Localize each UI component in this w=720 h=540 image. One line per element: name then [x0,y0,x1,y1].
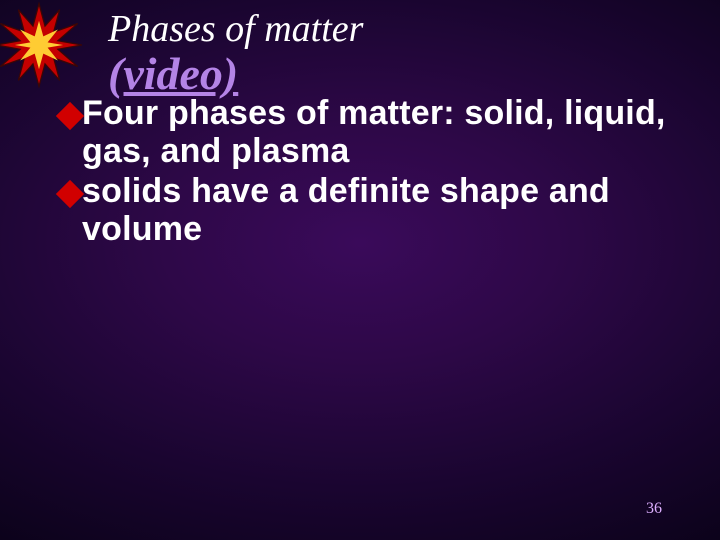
bullet-item: solids have a definite shape and volume [60,172,670,248]
title-block: Phases of matter (video) [18,10,700,98]
video-link[interactable]: (video) [108,48,238,99]
bullet-item: Four phases of matter: solid, liquid, ga… [60,94,670,170]
bullet-text: Four phases of matter: solid, liquid, ga… [82,94,670,170]
slide: Phases of matter (video) Four phases of … [0,0,720,540]
bullet-text: solids have a definite shape and volume [82,172,670,248]
slide-title: Phases of matter (video) [108,10,363,98]
page-number: 36 [646,500,662,518]
body-content: Four phases of matter: solid, liquid, ga… [60,106,670,250]
diamond-bullet-icon [56,180,84,208]
title-line-1: Phases of matter [108,8,363,50]
diamond-bullet-icon [56,102,84,130]
